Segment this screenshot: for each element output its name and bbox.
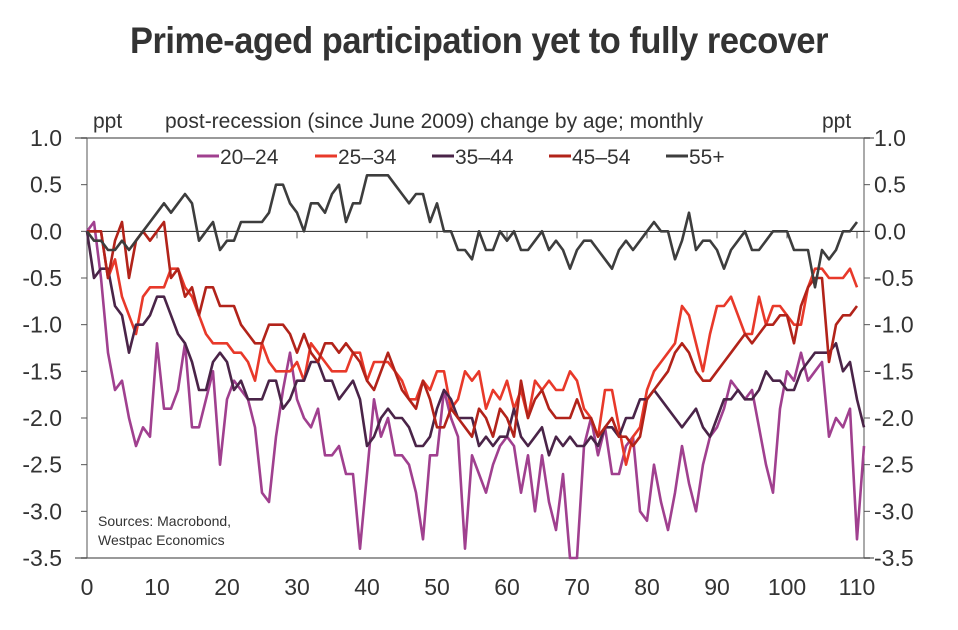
y-tick-label-right: -0.5 <box>874 265 914 291</box>
legend-label: 20–24 <box>220 146 279 169</box>
y-tick-label-left: -2.0 <box>22 405 62 431</box>
x-tick-label: 70 <box>564 574 590 600</box>
x-tick-label: 0 <box>81 574 94 600</box>
chart-subtitle: post-recession (since June 2009) change … <box>165 110 704 133</box>
y-tick-label-left: 0.5 <box>30 172 62 198</box>
x-tick-label: 60 <box>494 574 520 600</box>
series-line-45-54 <box>87 220 859 448</box>
x-tick-label: 10 <box>144 574 170 600</box>
series-line-35-44 <box>85 231 866 457</box>
y-unit-left: ppt <box>93 110 122 133</box>
y-tick-label-right: -3.5 <box>874 545 914 571</box>
series-line-25-34 <box>87 230 859 467</box>
y-unit-right: ppt <box>822 110 851 133</box>
source-line-1: Sources: Macrobond, <box>98 513 231 529</box>
x-tick-label: 50 <box>424 574 450 600</box>
y-tick-label-left: 1.0 <box>30 125 62 151</box>
x-tick-label: 110 <box>839 574 876 600</box>
y-tick-label-left: -3.5 <box>22 545 62 571</box>
x-tick-label: 90 <box>704 574 730 600</box>
y-tick-label-left: -1.0 <box>22 312 62 338</box>
legend-label: 45–54 <box>572 146 631 169</box>
x-tick-label: 30 <box>284 574 310 600</box>
x-tick-label: 80 <box>634 574 660 600</box>
y-tick-label-left: -1.5 <box>22 358 62 384</box>
x-tick-label: 100 <box>768 574 806 600</box>
y-tick-label-right: 0.5 <box>874 172 906 198</box>
y-tick-label-right: -3.0 <box>874 498 914 524</box>
x-tick-label: 40 <box>354 574 380 600</box>
series-line-55plus <box>85 174 859 289</box>
source-line-2: Westpac Economics <box>98 532 225 548</box>
x-tick-label: 20 <box>214 574 240 600</box>
series-line-20-24 <box>85 220 866 560</box>
axes: 1.0 1.0 0.5 0.5 0.0 0.0 -0.5 -0.5 -1.0 -1.0 -1.5 -1… <box>22 125 913 600</box>
y-tick-label-right: -2.0 <box>874 405 914 431</box>
chart-title: Prime-aged participation yet to fully re… <box>129 20 829 61</box>
y-tick-label-left: -2.5 <box>22 452 62 478</box>
y-tick-label-right: -1.5 <box>874 358 914 384</box>
y-tick-label-right: -2.5 <box>874 452 914 478</box>
y-tick-label-right: 0.0 <box>874 218 906 244</box>
legend-label: 25–34 <box>338 146 397 169</box>
legend-label: 55+ <box>689 146 725 169</box>
y-tick-label-right: 1.0 <box>874 125 906 151</box>
series-lines <box>85 174 866 560</box>
y-tick-label-right: -1.0 <box>874 312 914 338</box>
y-tick-label-left: -3.0 <box>22 498 62 524</box>
y-tick-label-left: 0.0 <box>30 218 62 244</box>
legend-label: 35–44 <box>455 146 514 169</box>
legend: 20–24 25–34 35–44 45–54 55+ <box>197 146 725 169</box>
y-tick-label-left: -0.5 <box>22 265 62 291</box>
